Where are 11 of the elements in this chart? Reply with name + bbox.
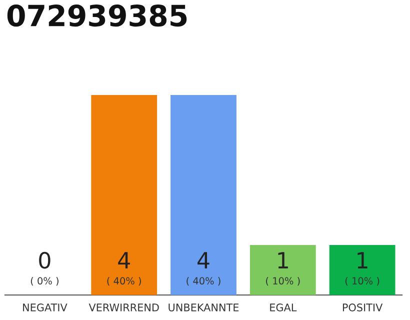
x-tick-label: UNBEKANNTE — [168, 304, 239, 312]
x-tick-label: POSITIV — [342, 304, 383, 312]
data-label: 4 ( 40% ) — [107, 252, 141, 286]
x-tick-label: VERWIRREND — [88, 304, 159, 312]
data-label: 1 ( 10% ) — [345, 252, 380, 286]
data-label: 1 ( 10% ) — [266, 252, 300, 286]
x-tick-label: NEGATIV — [23, 304, 68, 312]
data-label: 4 ( 40% ) — [186, 252, 220, 286]
chart-title: 072939385 — [7, 4, 187, 27]
data-label: 0 ( 0% ) — [30, 252, 58, 286]
x-tick-label: EGAL — [270, 304, 297, 312]
